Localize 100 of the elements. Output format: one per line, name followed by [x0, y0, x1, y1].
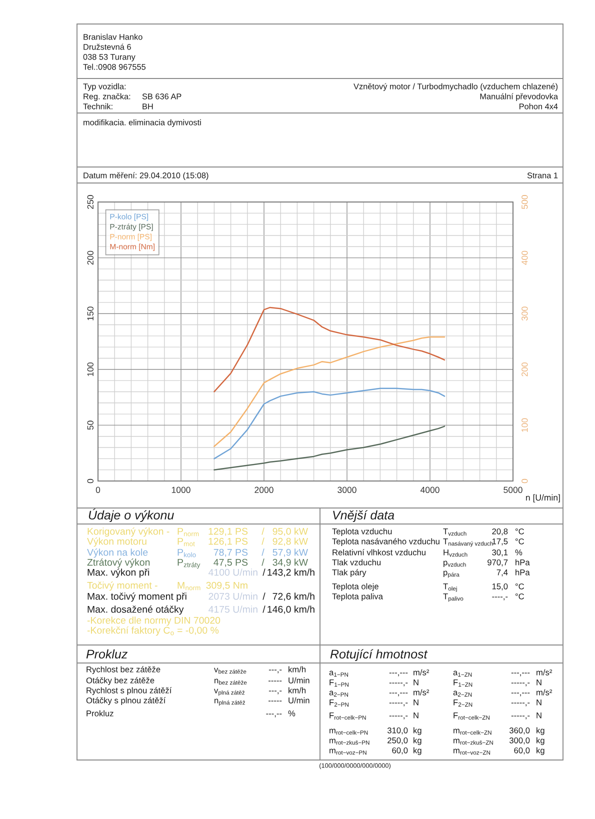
- line-series: [214, 426, 446, 470]
- text: Tlak vzduchu: [332, 559, 381, 566]
- text: Max. výkon při: [88, 568, 150, 578]
- text: p$_{vzduch}$: [444, 560, 466, 567]
- text: ---,---: [511, 672, 530, 676]
- text: N: [536, 680, 542, 686]
- text: /: [262, 528, 264, 535]
- text: 360,0: [509, 727, 530, 734]
- x-tick-label: 4000: [420, 486, 440, 493]
- text: -----,-: [511, 716, 530, 720]
- text: 78,7 PS: [214, 548, 248, 557]
- text: a$_{2−PN}$: [329, 690, 348, 697]
- text: Rychlost s plnou zátěží: [86, 687, 172, 696]
- text: BH: [142, 104, 153, 110]
- x-tick-label: 0: [96, 486, 100, 493]
- line-series: [214, 336, 446, 448]
- text: kg: [414, 727, 422, 736]
- text: -----: [268, 680, 282, 682]
- text: Strana 1: [527, 172, 558, 178]
- text: kg: [536, 737, 544, 746]
- text: P$_{ztráty}$: [178, 558, 200, 569]
- text: Prokluz: [86, 710, 114, 716]
- text: N: [414, 680, 418, 686]
- y-tick-label: 0: [87, 478, 94, 484]
- text: -----,-: [389, 702, 408, 706]
- text: -Korekční faktory C$_{o}$ = -0,00 %: [87, 626, 219, 636]
- text: Technik:: [83, 103, 112, 110]
- text: 143,2 km/h: [268, 568, 314, 577]
- text: Typ vozidla:: [83, 83, 126, 91]
- text: N: [536, 700, 542, 706]
- text: Ztrátový výkon: [87, 558, 150, 568]
- text: -----,-: [511, 682, 530, 686]
- y2-tick-label: 400: [522, 250, 528, 265]
- text: Otáčky s plnou zátěží: [86, 697, 166, 706]
- text: T$_{olej}$: [443, 584, 457, 592]
- text: a$_{2−ZN}$: [453, 690, 472, 697]
- text: °C: [515, 583, 524, 590]
- text: N: [536, 712, 542, 718]
- y2-tick-label: 500: [522, 195, 528, 209]
- x-tick-label: 2000: [254, 486, 274, 493]
- text: -----,-: [389, 716, 408, 720]
- text: ---,-: [268, 690, 282, 694]
- text: m/s²: [414, 689, 430, 696]
- text: Relativní vlhkost vzduchu: [332, 549, 426, 556]
- text: a$_{1−ZN}$: [453, 670, 472, 677]
- text: 30,1: [492, 549, 508, 556]
- text: 310,0: [387, 727, 408, 734]
- text: kg: [536, 747, 544, 756]
- text: °C: [515, 538, 524, 544]
- text: F$_{2−PN}$: [330, 700, 348, 707]
- x-tick-label: 5000: [504, 486, 522, 493]
- text: °C: [515, 593, 524, 600]
- text: m/s²: [536, 669, 552, 676]
- text: 129,1 PS: [208, 528, 248, 536]
- text: Točivý moment -: [87, 582, 158, 591]
- text: 60,0: [392, 747, 408, 754]
- text: 20,8: [492, 528, 508, 536]
- text: T$_{palivo}$: [443, 594, 464, 602]
- text: km/h: [288, 666, 306, 672]
- y-tick-label: 250: [87, 195, 94, 209]
- text: Vznětový motor / Turbodmychadlo (vzduchem chlazené): [354, 83, 558, 91]
- text: m$_{rot−voz−ZN}$: [454, 748, 490, 755]
- text: 95,0 kW: [272, 528, 308, 536]
- text: 2073 U/min: [208, 592, 258, 600]
- text: 126,1 PS: [208, 538, 248, 546]
- text: F$_{1−PN}$: [330, 680, 348, 687]
- text: 300,0: [509, 737, 530, 744]
- text: kg: [414, 747, 422, 756]
- text: P$_{norm}$: [178, 528, 199, 536]
- text: 970,7: [488, 559, 508, 566]
- text: Teplota nasávaného vzduchu: [332, 538, 440, 546]
- text: Reg. značka:: [84, 93, 130, 101]
- text: kg: [414, 737, 422, 746]
- text: /: [262, 606, 266, 613]
- text: Teplota oleje: [332, 583, 378, 592]
- y-tick-label: 100: [87, 362, 94, 376]
- text: 309,5 Nm: [206, 582, 248, 590]
- text: -Korekce dle normy DIN 70020: [87, 616, 220, 626]
- text: Rychlost bez zátěže: [86, 666, 160, 674]
- text: Rotující hmotnost: [330, 649, 428, 662]
- text: T$_{vzduch}$: [443, 528, 466, 536]
- text: °C: [515, 528, 524, 534]
- text: 4100 U/min: [208, 568, 258, 576]
- text: F$_{2−ZN}$: [454, 700, 472, 707]
- text: F$_{1−ZN}$: [454, 680, 472, 687]
- text: Pohon 4x4: [519, 103, 558, 110]
- text: ----,-: [492, 596, 508, 600]
- text: N: [414, 712, 418, 718]
- text: hPa: [516, 569, 530, 576]
- text: 038 53 Turany: [83, 54, 136, 62]
- y2-tick-label: 200: [522, 362, 528, 376]
- text: P$_{mot}$: [178, 538, 195, 546]
- text: H$_{vzduch}$: [444, 550, 468, 557]
- text: -----,-: [389, 682, 408, 686]
- text: p$_{pára}$: [444, 570, 460, 578]
- text: 7,4: [496, 570, 508, 576]
- text: U/min: [288, 697, 310, 704]
- text: Výkon na kole: [87, 548, 148, 558]
- text: /: [262, 538, 264, 545]
- text: SB 636 AP: [142, 94, 182, 100]
